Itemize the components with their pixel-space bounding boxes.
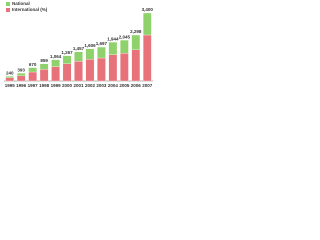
x-tick-label: 2005	[119, 83, 130, 88]
bar-segment	[16, 72, 26, 76]
bar-segment	[51, 59, 60, 67]
total-label: 393	[17, 67, 25, 72]
total-label: 1,606	[84, 43, 96, 48]
bar-segment	[97, 46, 106, 59]
bar-segment	[108, 41, 118, 55]
bar-segment	[85, 59, 95, 82]
bar-segment	[74, 51, 83, 62]
total-label: 670	[29, 62, 37, 67]
x-tick-label: 1998	[39, 83, 50, 88]
total-label: 1,697	[96, 41, 108, 46]
bar-segment	[142, 34, 152, 82]
legend-label: International (%)	[12, 7, 48, 12]
bar-segment	[28, 71, 37, 82]
total-label: 240	[6, 70, 14, 75]
total-label: 2,045	[119, 34, 131, 39]
bar-segment	[120, 39, 129, 54]
total-label: 1,064	[50, 54, 62, 59]
total-label: 3,400	[142, 7, 154, 12]
x-tick-label: 2002	[85, 83, 96, 88]
bar-segment	[131, 34, 141, 50]
bar-segment	[85, 48, 95, 60]
bar-segment	[51, 66, 60, 82]
x-tick-label: 2000	[62, 83, 73, 88]
x-tick-label: 2006	[131, 83, 142, 88]
total-label: 1,944	[107, 36, 119, 41]
x-tick-label: 2007	[142, 83, 153, 88]
legend-swatch	[6, 8, 10, 12]
total-label: 2,298	[130, 29, 142, 34]
bar-segment	[5, 76, 15, 78]
total-label: 1,267	[61, 50, 73, 55]
bar-segment	[142, 12, 152, 36]
legend-swatch	[6, 2, 10, 6]
x-tick-label: 2001	[73, 83, 84, 88]
bar-segment	[131, 49, 141, 82]
x-tick-label: 1997	[28, 83, 39, 88]
bar-segment	[62, 63, 72, 82]
bar-segment	[5, 77, 15, 82]
bar-segment	[39, 63, 49, 70]
bar-segment	[62, 55, 72, 64]
bar-segment	[28, 67, 37, 73]
bar-segment	[120, 53, 129, 82]
bar-segment	[16, 75, 26, 82]
legend-label: National	[12, 1, 30, 6]
chart: 240 1995 393 1996 670 1997 859 1998 1,064 1999 1,2…	[4, 1, 154, 88]
x-tick-label: 2003	[96, 83, 107, 88]
bar-segment	[108, 54, 118, 82]
bar-segment	[74, 61, 83, 82]
x-tick-label: 1995	[5, 83, 16, 88]
bar-segment	[97, 57, 106, 82]
bar-segment	[39, 69, 49, 82]
total-label: 859	[40, 58, 48, 63]
x-tick-label: 2004	[108, 83, 119, 88]
x-tick-label: 1996	[16, 83, 27, 88]
x-tick-label: 1999	[51, 83, 62, 88]
total-label: 1,457	[73, 46, 85, 51]
